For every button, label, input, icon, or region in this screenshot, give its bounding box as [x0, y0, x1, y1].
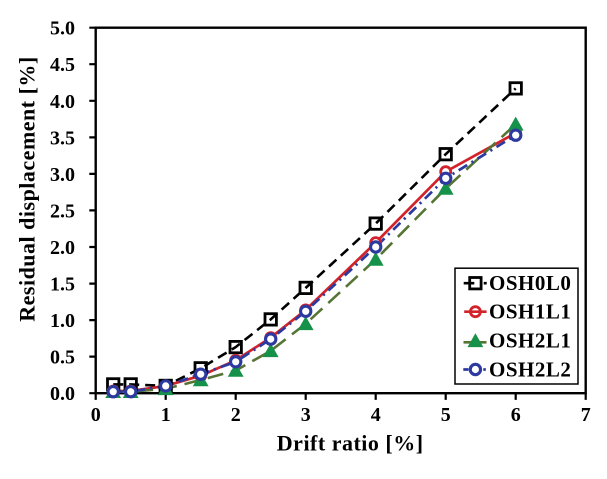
svg-text:Drift ratio [%]: Drift ratio [%] — [277, 431, 424, 456]
svg-text:1.0: 1.0 — [50, 310, 75, 332]
svg-text:3.0: 3.0 — [50, 164, 75, 186]
svg-text:OSH2L2: OSH2L2 — [489, 357, 571, 381]
svg-text:3.5: 3.5 — [50, 127, 75, 149]
svg-text:1.5: 1.5 — [50, 274, 75, 296]
svg-text:Residual displacement [%]: Residual displacement [%] — [15, 56, 40, 322]
svg-text:OSH1L1: OSH1L1 — [489, 300, 571, 324]
svg-text:0: 0 — [91, 404, 101, 426]
svg-text:7: 7 — [581, 404, 591, 426]
svg-text:4.0: 4.0 — [50, 91, 75, 113]
svg-text:4.5: 4.5 — [50, 54, 75, 76]
svg-text:2.0: 2.0 — [50, 237, 75, 259]
svg-text:2: 2 — [231, 404, 241, 426]
svg-text:6: 6 — [511, 404, 521, 426]
svg-text:3: 3 — [301, 404, 311, 426]
svg-text:4: 4 — [371, 404, 381, 426]
svg-text:1: 1 — [161, 404, 171, 426]
svg-text:OSH0L0: OSH0L0 — [489, 271, 571, 295]
svg-text:2.5: 2.5 — [50, 200, 75, 222]
svg-text:OSH2L1: OSH2L1 — [489, 329, 571, 353]
svg-text:0.0: 0.0 — [50, 383, 75, 405]
svg-text:5.0: 5.0 — [50, 18, 75, 40]
svg-text:0.5: 0.5 — [50, 347, 75, 369]
svg-text:5: 5 — [441, 404, 451, 426]
